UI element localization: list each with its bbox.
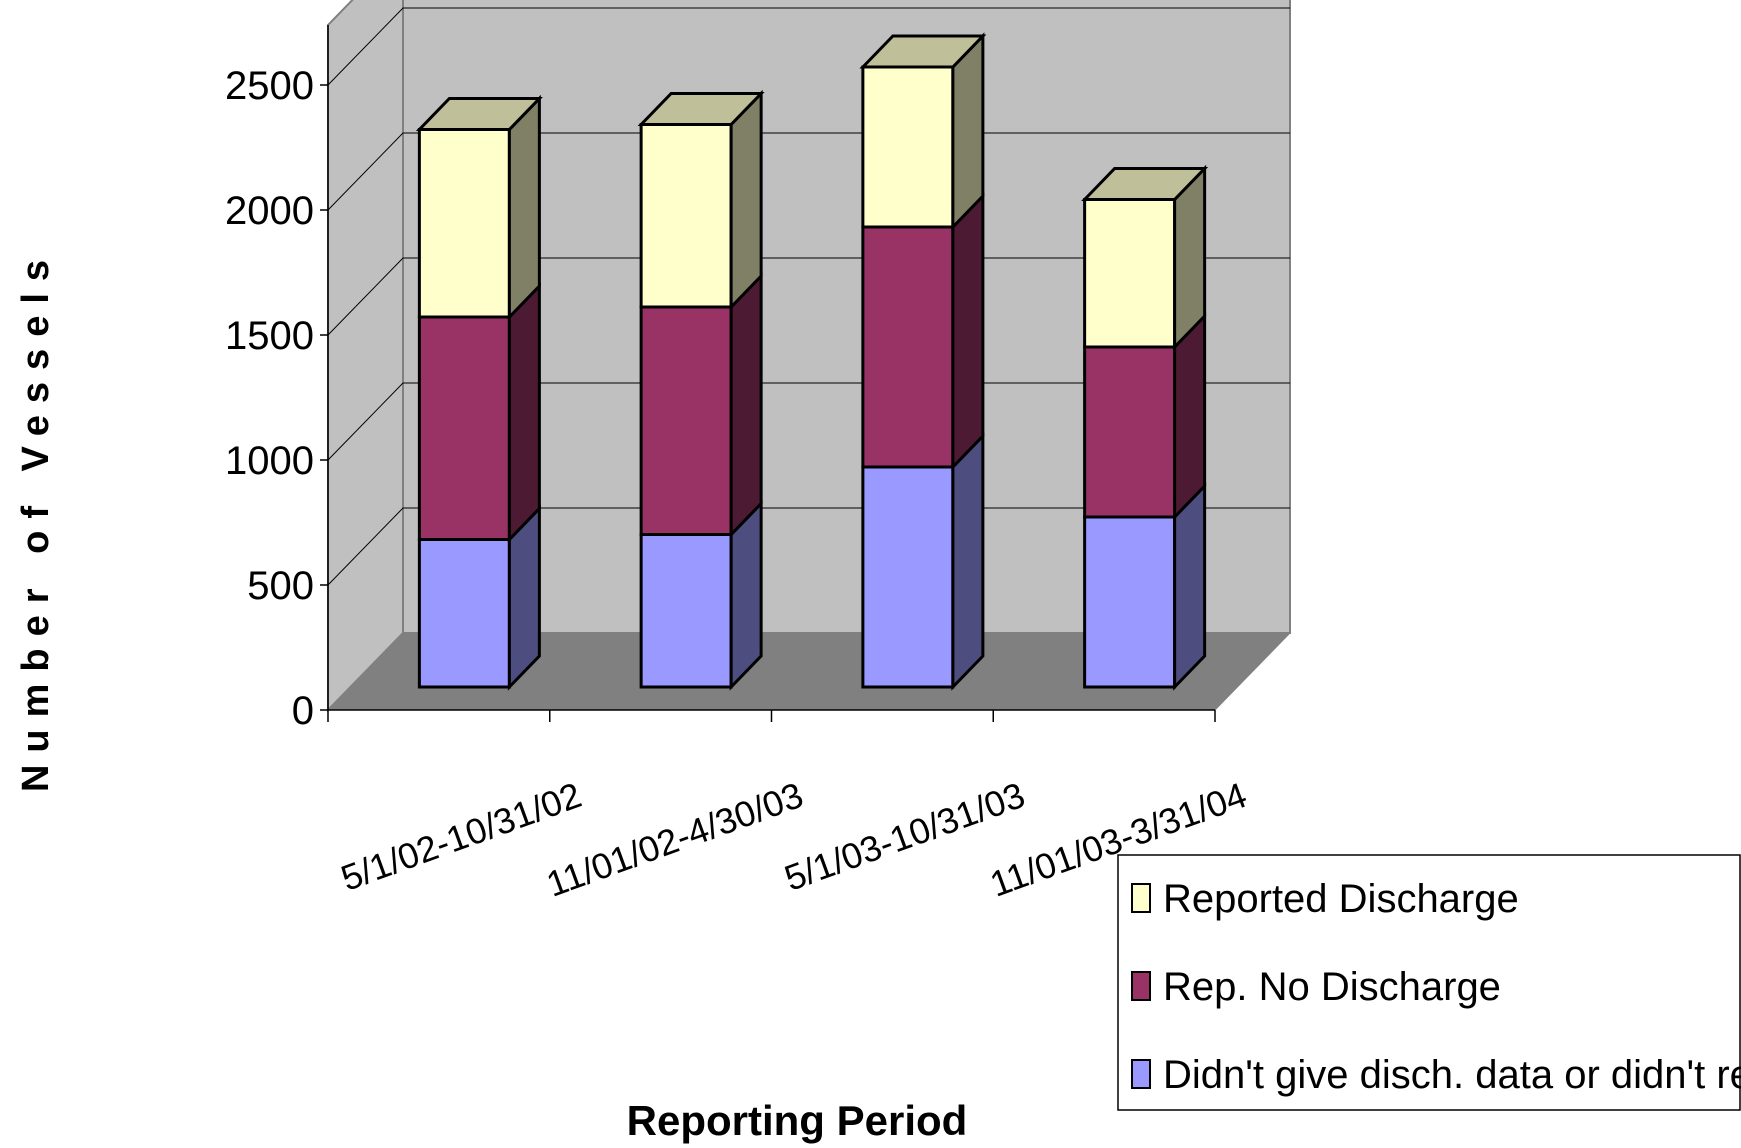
bar-front bbox=[861, 65, 955, 229]
bar-segment bbox=[1083, 482, 1207, 691]
chart-walls bbox=[326, 0, 1292, 713]
bar-front bbox=[1083, 515, 1177, 689]
bar-segment bbox=[415, 94, 543, 321]
bar-segment bbox=[861, 432, 985, 691]
bar-front bbox=[417, 538, 511, 689]
legend-label: Rep. No Discharge bbox=[1163, 965, 1501, 1009]
legend-label: Reported Discharge bbox=[1163, 877, 1519, 921]
bar-segment bbox=[417, 282, 541, 544]
y-axis: 0 500 1000 1500 2000 2500 bbox=[225, 25, 329, 733]
bar-front bbox=[1083, 198, 1177, 349]
legend-swatch bbox=[1131, 971, 1151, 1001]
bar-segment bbox=[1083, 312, 1207, 521]
y-axis-title: Number of Vessels bbox=[15, 248, 57, 792]
bar-top bbox=[415, 97, 543, 131]
y-tick-label: 0 bbox=[292, 689, 314, 733]
bar-front bbox=[639, 533, 733, 689]
legend: Reported Discharge Rep. No Discharge Didn'… bbox=[1117, 854, 1741, 1111]
bar-segment bbox=[859, 32, 987, 231]
gridline bbox=[327, 132, 1290, 211]
legend-box bbox=[1117, 854, 1741, 1111]
bar-side bbox=[1173, 482, 1207, 691]
side-wall bbox=[327, 0, 404, 713]
bar-segment bbox=[639, 499, 763, 691]
bar-segment bbox=[1081, 164, 1209, 351]
bar-side bbox=[951, 432, 985, 691]
bar-top bbox=[637, 92, 765, 126]
bar-segment bbox=[637, 89, 765, 311]
bar-segment bbox=[861, 192, 985, 471]
gridlines bbox=[327, 7, 1290, 586]
gridline bbox=[327, 7, 1290, 86]
bar-front bbox=[861, 465, 955, 689]
y-tick-label: 1500 bbox=[225, 314, 314, 358]
legend-swatch bbox=[1131, 1059, 1151, 1089]
x-axis-title: Reporting Period bbox=[627, 1097, 968, 1144]
bar-front bbox=[861, 225, 955, 469]
bar-front bbox=[639, 123, 733, 309]
x-axis: 5/1/02-10/31/0211/01/02-4/30/035/1/03-10… bbox=[327, 709, 1252, 905]
bar-side bbox=[507, 94, 541, 321]
bar-side bbox=[1173, 312, 1207, 521]
legend-label: Didn't give disch. data or didn't report bbox=[1163, 1053, 1741, 1097]
y-tick-label: 2500 bbox=[225, 64, 314, 108]
y-tick-label: 1000 bbox=[225, 439, 314, 483]
bar-top bbox=[1081, 167, 1209, 201]
bar-segment bbox=[639, 272, 763, 539]
gridline bbox=[327, 507, 1290, 586]
y-tick-label: 500 bbox=[247, 564, 314, 608]
bar-side bbox=[729, 89, 763, 311]
bar-front bbox=[417, 315, 511, 541]
bar-side bbox=[729, 272, 763, 539]
bar-side bbox=[507, 282, 541, 544]
y-tick-label: 2000 bbox=[225, 189, 314, 233]
bar-front bbox=[639, 305, 733, 536]
bar-side bbox=[951, 192, 985, 471]
bar-front bbox=[417, 128, 511, 319]
bar-top bbox=[859, 34, 987, 69]
bar-side bbox=[951, 32, 985, 231]
bar-front bbox=[1083, 345, 1177, 519]
gridline bbox=[327, 382, 1290, 461]
legend-swatch bbox=[1131, 883, 1151, 913]
gridline bbox=[327, 257, 1290, 336]
x-tick-label: 11/01/02-4/30/03 bbox=[541, 774, 808, 905]
bars bbox=[415, 32, 1209, 691]
